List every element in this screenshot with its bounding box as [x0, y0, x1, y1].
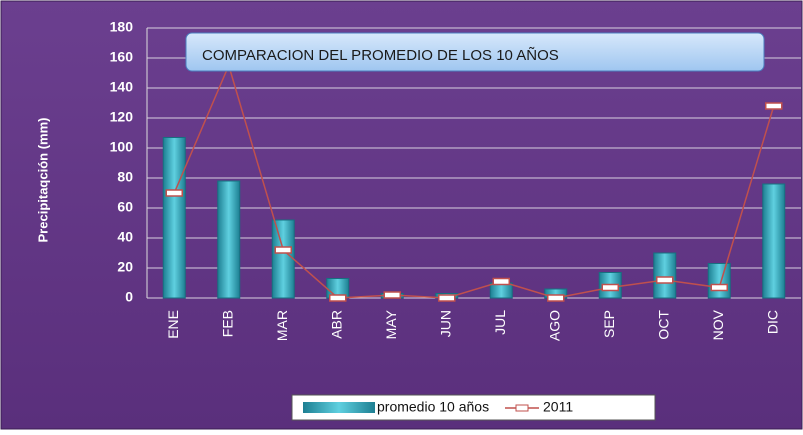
bar [217, 180, 241, 299]
legend-label: 2011 [543, 399, 573, 415]
legend-marker [515, 404, 529, 412]
line-marker [274, 246, 292, 254]
bar [162, 137, 186, 299]
bar [707, 263, 731, 299]
y-tick-label: 20 [117, 259, 133, 275]
y-tick-label: 120 [110, 109, 134, 125]
x-tick-label: SEP [601, 310, 617, 338]
x-tick-label: MAR [274, 310, 290, 341]
line-marker [492, 277, 510, 286]
y-tick-label: 60 [117, 199, 133, 215]
title-box [185, 32, 765, 72]
y-tick-label: 140 [110, 79, 134, 95]
y-tick-label: 180 [110, 19, 134, 35]
line-marker [438, 294, 456, 302]
x-tick-label: FEB [219, 310, 235, 337]
line-marker [383, 291, 401, 299]
line-marker [547, 294, 565, 302]
y-tick-label: 160 [110, 49, 134, 65]
line-marker [165, 189, 183, 197]
y-tick-label: 40 [117, 229, 133, 245]
x-tick-label: ENE [165, 310, 181, 339]
line-marker [765, 102, 783, 110]
line [173, 63, 775, 299]
y-axis-label: Precipitaqción (mm) [35, 118, 50, 243]
x-tick-label: MAY [383, 309, 399, 339]
bar [653, 252, 677, 299]
legend-label: promedio 10 años [377, 399, 489, 415]
line-marker [656, 276, 674, 284]
y-tick-label: 100 [110, 139, 134, 155]
y-tick-label: 80 [117, 169, 133, 185]
x-tick-label: JUN [437, 310, 453, 337]
chart-title: COMPARACION DEL PROMEDIO DE LOS 10 AÑOS [202, 47, 559, 64]
legend-swatch [303, 402, 375, 413]
x-tick-label: NOV [710, 309, 726, 340]
x-tick-label: ABR [328, 310, 344, 339]
line-marker [329, 294, 347, 302]
line-marker [601, 283, 619, 292]
x-tick-label: JUL [492, 310, 508, 335]
bar [762, 183, 786, 299]
y-tick-label: 0 [125, 289, 133, 305]
bar [271, 219, 295, 299]
x-tick-label: DIC [764, 310, 780, 334]
x-tick-label: AGO [546, 310, 562, 341]
line-marker [710, 283, 728, 292]
x-tick-label: OCT [655, 310, 671, 340]
